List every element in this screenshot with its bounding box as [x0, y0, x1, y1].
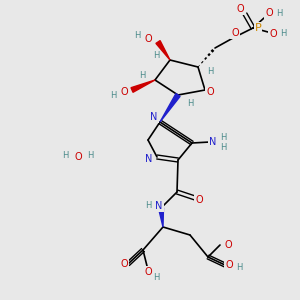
Text: O: O	[144, 34, 152, 44]
Text: H: H	[110, 91, 116, 100]
Text: N: N	[150, 112, 158, 122]
Text: H: H	[139, 70, 145, 80]
Text: H: H	[220, 142, 226, 152]
Text: H: H	[280, 29, 286, 38]
Text: H: H	[236, 262, 242, 272]
Text: H: H	[87, 151, 93, 160]
Polygon shape	[156, 40, 170, 60]
Text: O: O	[206, 87, 214, 97]
Text: O: O	[269, 29, 277, 39]
Text: O: O	[236, 4, 244, 14]
Text: H: H	[153, 50, 159, 59]
Text: H: H	[220, 133, 226, 142]
Polygon shape	[158, 208, 164, 227]
Text: H: H	[153, 274, 159, 283]
Text: O: O	[265, 8, 273, 18]
Text: O: O	[225, 260, 233, 270]
Text: N: N	[209, 137, 217, 147]
Text: O: O	[224, 240, 232, 250]
Text: N: N	[155, 201, 163, 211]
Text: H: H	[187, 98, 193, 107]
Text: H: H	[62, 151, 68, 160]
Text: H: H	[145, 202, 151, 211]
Text: O: O	[231, 28, 239, 38]
Polygon shape	[160, 94, 180, 122]
Text: H: H	[207, 68, 213, 76]
Text: H: H	[134, 31, 140, 40]
Text: O: O	[144, 267, 152, 277]
Text: O: O	[195, 195, 203, 205]
Text: N: N	[145, 154, 153, 164]
Polygon shape	[131, 80, 155, 92]
Text: O: O	[74, 152, 82, 162]
Text: P: P	[255, 23, 261, 33]
Text: H: H	[276, 8, 282, 17]
Text: O: O	[120, 87, 128, 97]
Text: O: O	[120, 259, 128, 269]
